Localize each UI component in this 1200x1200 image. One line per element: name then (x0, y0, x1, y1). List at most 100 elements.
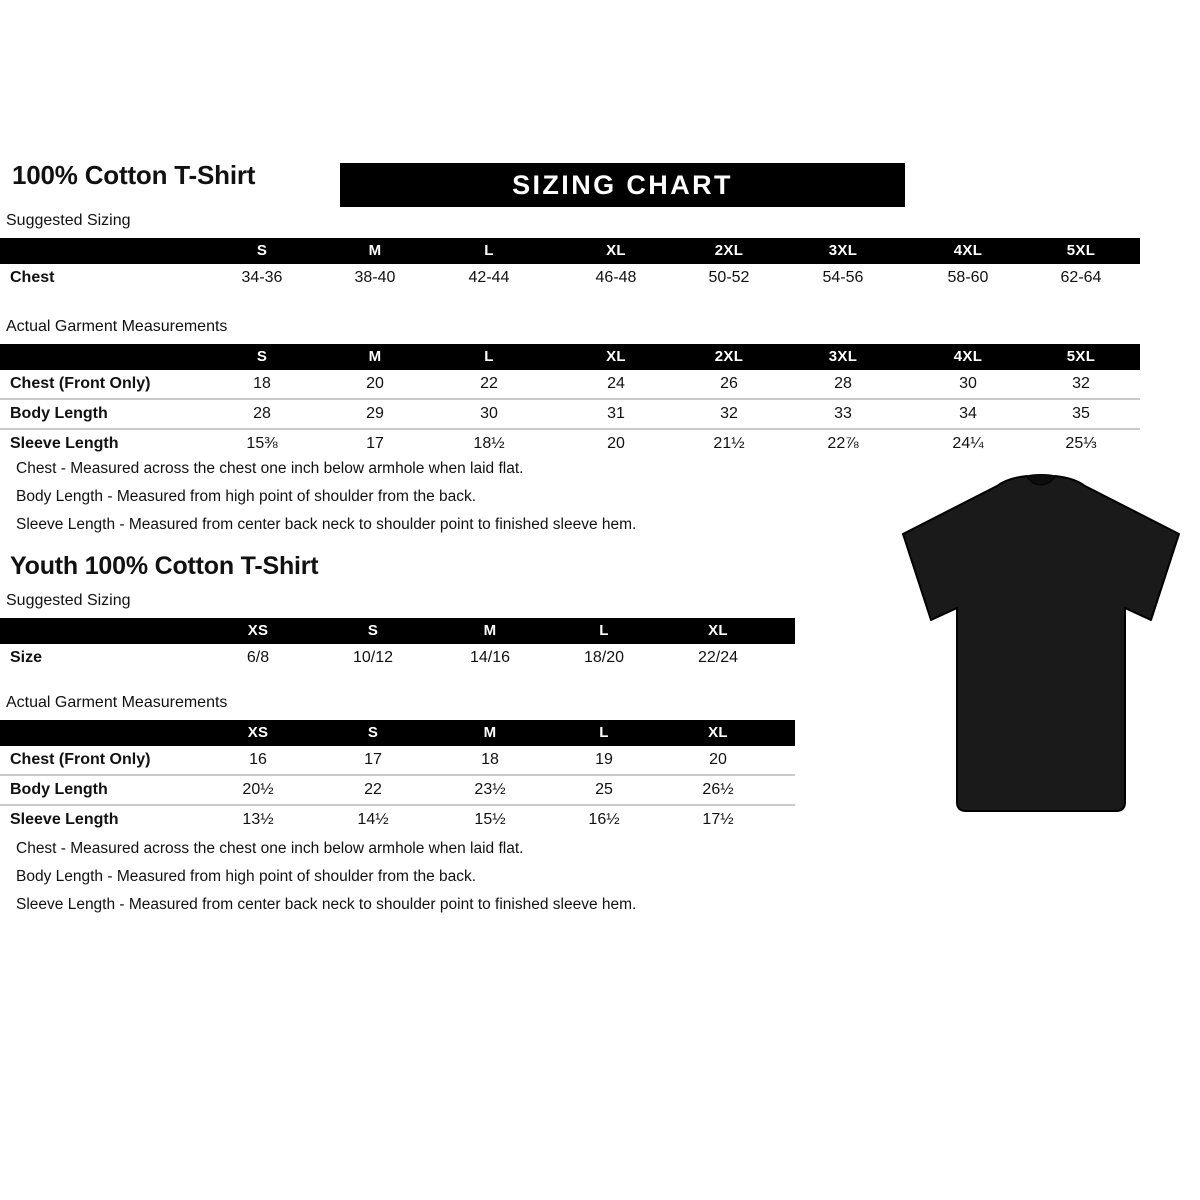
table-cell: 18 (481, 751, 499, 768)
table-cell: 6/8 (246, 649, 270, 666)
table-cell: 50-52 (708, 269, 750, 286)
column-header-l: L (484, 242, 494, 259)
column-header-l: L (484, 348, 494, 365)
column-header-l: L (599, 622, 609, 639)
table-header-row: S M L XL 2XL 3XL 4XL 5XL (0, 344, 1140, 370)
page-title: 100% Cotton T-Shirt (12, 160, 256, 190)
column-header-3xl: 3XL (828, 348, 858, 365)
table-cell: 18½ (473, 435, 505, 452)
note-line: Body Length - Measured from high point o… (16, 868, 477, 885)
column-header-2xl: 2XL (714, 348, 744, 365)
row-label: Size (10, 649, 43, 666)
adult-actual-measurements-table: S M L XL 2XL 3XL 4XL 5XL Chest (Front Only) 18 20 2… (0, 344, 1140, 458)
page-header: 100% Cotton T-Shirt SIZING CHART (0, 160, 1200, 210)
table-cell: 42-44 (468, 269, 510, 286)
table-row: Sleeve Length 15⅜ 17 18½ 20 21½ 22⅞ 24¼ 25⅓ (0, 430, 1140, 458)
table-cell: 25⅓ (1065, 435, 1097, 452)
column-header-m: M (483, 622, 497, 639)
table-header-row: XS S M L XL (0, 720, 795, 746)
table-cell: 22⅞ (827, 435, 859, 452)
youth-actual-measurements-table: XS S M L XL Chest (Front Only) 16 17 18 19 20 Body … (0, 720, 795, 834)
table-cell: 13½ (242, 811, 274, 828)
table-cell: 29 (366, 405, 384, 422)
column-header-s: S (367, 622, 379, 639)
table-cell: 24 (607, 375, 625, 392)
table-cell: 58-60 (947, 269, 989, 286)
note-line: Body Length - Measured from high point o… (16, 488, 477, 505)
column-header-4xl: 4XL (953, 242, 983, 259)
table-cell: 14/16 (469, 649, 511, 666)
table-row: Body Length 20½ 22 23½ 25 26½ (0, 776, 795, 806)
table-cell: 24¼ (952, 435, 984, 452)
youth-actual-caption: Actual Garment Measurements (6, 694, 228, 711)
table-cell: 28 (834, 375, 852, 392)
table-cell: 22 (364, 781, 382, 798)
sizing-chart-banner-label: SIZING CHART (512, 170, 733, 200)
table-cell: 32 (1072, 375, 1090, 392)
table-header-row: S M L XL 2XL 3XL 4XL 5XL (0, 238, 1140, 264)
column-header-xl: XL (708, 724, 728, 741)
column-header-5xl: 5XL (1066, 242, 1096, 259)
table-cell: 34 (959, 405, 977, 422)
table-cell: 30 (480, 405, 498, 422)
table-cell: 62-64 (1060, 269, 1102, 286)
column-header-xl: XL (606, 348, 626, 365)
table-cell: 17 (366, 435, 384, 452)
column-header-3xl: 3XL (828, 242, 858, 259)
note-line: Chest - Measured across the chest one in… (16, 840, 524, 857)
table-cell: 10/12 (352, 649, 394, 666)
table-cell: 22/24 (697, 649, 739, 666)
table-header-row: XS S M L XL (0, 618, 795, 644)
column-header-2xl: 2XL (714, 242, 744, 259)
row-label: Body Length (10, 781, 108, 798)
note-line: Sleeve Length - Measured from center bac… (16, 896, 637, 913)
table-cell: 15⅜ (246, 435, 278, 452)
table-row: Sleeve Length 13½ 14½ 15½ 16½ 17½ (0, 806, 795, 834)
table-row: Chest (Front Only) 16 17 18 19 20 (0, 746, 795, 776)
row-label: Sleeve Length (10, 811, 119, 828)
column-header-s: S (256, 242, 268, 259)
table-cell: 31 (607, 405, 625, 422)
table-cell: 17 (364, 751, 382, 768)
table-cell: 54-56 (822, 269, 864, 286)
table-cell: 46-48 (595, 269, 637, 286)
tshirt-illustration (893, 472, 1189, 817)
table-cell: 22 (480, 375, 498, 392)
table-cell: 33 (834, 405, 852, 422)
sizing-chart-banner: SIZING CHART (340, 163, 905, 207)
column-header-m: M (368, 242, 382, 259)
row-label: Sleeve Length (10, 435, 119, 452)
table-cell: 25 (595, 781, 613, 798)
table-cell: 28 (253, 405, 271, 422)
column-header-s: S (256, 348, 268, 365)
table-cell: 32 (720, 405, 738, 422)
table-row: Body Length 28 29 30 31 32 33 34 35 (0, 400, 1140, 430)
table-cell: 20 (709, 751, 727, 768)
table-cell: 16½ (588, 811, 620, 828)
column-header-xl: XL (708, 622, 728, 639)
table-cell: 15½ (474, 811, 506, 828)
table-cell: 26 (720, 375, 738, 392)
table-cell: 18/20 (583, 649, 625, 666)
table-cell: 17½ (702, 811, 734, 828)
row-label: Chest (Front Only) (10, 375, 151, 392)
table-cell: 19 (595, 751, 613, 768)
adult-suggested-caption: Suggested Sizing (6, 212, 131, 229)
youth-suggested-caption: Suggested Sizing (6, 592, 131, 609)
note-line: Sleeve Length - Measured from center bac… (16, 516, 637, 533)
youth-section-title: Youth 100% Cotton T-Shirt (10, 552, 319, 580)
note-line: Chest - Measured across the chest one in… (16, 460, 524, 477)
table-cell: 23½ (474, 781, 506, 798)
table-cell: 38-40 (354, 269, 396, 286)
table-cell: 14½ (357, 811, 389, 828)
table-cell: 21½ (713, 435, 745, 452)
adult-measurement-notes: Chest - Measured across the chest one in… (16, 455, 636, 539)
column-header-m: M (368, 348, 382, 365)
table-cell: 34-36 (241, 269, 283, 286)
row-label: Chest (Front Only) (10, 751, 151, 768)
table-cell: 18 (253, 375, 271, 392)
table-row: Size 6/8 10/12 14/16 18/20 22/24 (0, 644, 795, 672)
table-cell: 35 (1072, 405, 1090, 422)
row-label: Body Length (10, 405, 108, 422)
